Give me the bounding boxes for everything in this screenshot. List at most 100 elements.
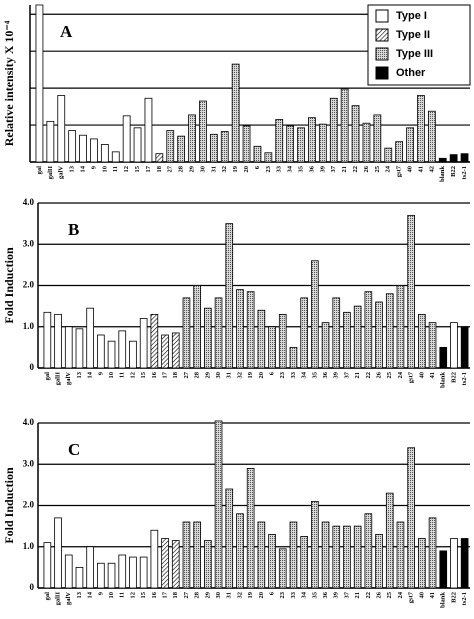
bar	[54, 517, 62, 589]
bar	[257, 521, 266, 589]
y-tick-label: 2.0	[23, 280, 35, 290]
bar	[166, 130, 175, 163]
x-tick-label: 20	[258, 592, 265, 599]
x-tick-label: 36	[322, 591, 329, 598]
bar	[308, 117, 316, 163]
bar	[450, 322, 458, 369]
x-tick-label: galV	[65, 592, 72, 605]
x-tick-label: blank	[440, 592, 447, 608]
x-tick-label: 26	[376, 371, 383, 378]
bar	[385, 492, 394, 589]
bar	[150, 529, 159, 589]
bar	[107, 562, 116, 589]
bar	[373, 114, 382, 163]
bar	[43, 542, 52, 589]
bar	[225, 223, 234, 369]
bar	[182, 297, 191, 369]
legend-swatch	[375, 9, 389, 23]
x-tick-label: 24	[385, 165, 392, 172]
bar	[439, 346, 448, 369]
x-tick-label: 39	[319, 165, 326, 172]
x-tick-label: 6	[269, 371, 276, 375]
bar	[384, 147, 393, 163]
x-tick-label: 14	[80, 165, 87, 172]
x-tick-label: 20	[258, 372, 265, 379]
x-tick-label: 9	[97, 591, 104, 595]
bar	[289, 521, 298, 589]
x-tick-label: 14	[87, 371, 94, 378]
x-tick-label: 17	[162, 591, 169, 598]
x-tick-label: 21	[354, 592, 361, 599]
bar	[351, 105, 360, 163]
bar	[417, 95, 425, 163]
bar	[300, 297, 308, 369]
x-tick-label: 6	[254, 165, 261, 169]
x-tick-label: galII	[55, 592, 62, 606]
bar	[300, 536, 308, 589]
bar	[144, 97, 153, 163]
x-tick-label: 29	[189, 165, 196, 172]
x-tick-label: 24	[397, 371, 404, 378]
y-tick-label: 0	[30, 362, 35, 372]
x-tick-label: gal	[44, 372, 51, 381]
bar	[139, 556, 148, 589]
x-tick-label: 11	[119, 592, 126, 598]
bar	[214, 420, 223, 589]
y-tick-label: 1.0	[23, 321, 35, 331]
x-tick-label: 21	[354, 372, 361, 379]
x-tick-label: gst7	[408, 591, 415, 603]
bar	[449, 154, 458, 163]
bar	[209, 133, 218, 163]
x-tick-label: 32	[221, 166, 228, 173]
bar	[133, 127, 142, 163]
bar	[321, 322, 330, 369]
y-tick-label: 3.0	[23, 238, 35, 248]
bar	[396, 521, 405, 589]
y-tick-label: 0	[30, 582, 35, 592]
x-tick-label: 32	[236, 372, 243, 379]
bar	[385, 293, 394, 369]
x-tick-label: 26	[363, 165, 370, 172]
x-tick-label: 41	[429, 372, 436, 379]
bar	[107, 340, 116, 369]
bar	[118, 554, 127, 589]
x-tick-label: 25	[386, 591, 393, 598]
y-tick-label: 2.0	[23, 500, 35, 510]
x-tick-label: 35	[311, 591, 318, 598]
bar	[340, 88, 349, 163]
x-tick-label: 29	[204, 371, 211, 378]
x-tick-label: 12	[129, 372, 136, 379]
bar	[406, 127, 414, 163]
x-tick-label: 35	[311, 371, 318, 378]
x-tick-label: 10	[108, 372, 115, 379]
bar	[428, 322, 437, 369]
bar	[362, 122, 371, 163]
x-tick-label: 30	[215, 592, 222, 599]
x-tick-label: 34	[301, 591, 308, 598]
x-tick-label: 30	[215, 372, 222, 379]
bar	[193, 285, 201, 369]
legend-swatch	[375, 66, 389, 80]
x-tick-label: 39	[333, 591, 340, 598]
legend-swatch	[375, 28, 389, 42]
x-tick-label: gal	[44, 592, 51, 601]
x-tick-label: gst7	[408, 371, 415, 383]
bar	[460, 538, 469, 589]
x-tick-label: 33	[290, 591, 297, 598]
bar	[193, 521, 201, 589]
bar	[204, 540, 212, 589]
x-tick-label: galII	[55, 372, 62, 386]
x-tick-label: 40	[407, 166, 414, 173]
x-tick-label: 31	[226, 592, 233, 599]
x-tick-label: 22	[352, 166, 359, 173]
bar	[46, 120, 55, 163]
x-tick-label: B22	[450, 372, 457, 383]
bar	[236, 513, 244, 589]
bar	[332, 297, 341, 369]
bar	[318, 123, 327, 163]
x-tick-label: 18	[156, 165, 163, 172]
bar	[97, 562, 105, 589]
bar	[343, 525, 351, 589]
bar	[35, 4, 44, 163]
x-tick-label: 24	[397, 591, 404, 598]
